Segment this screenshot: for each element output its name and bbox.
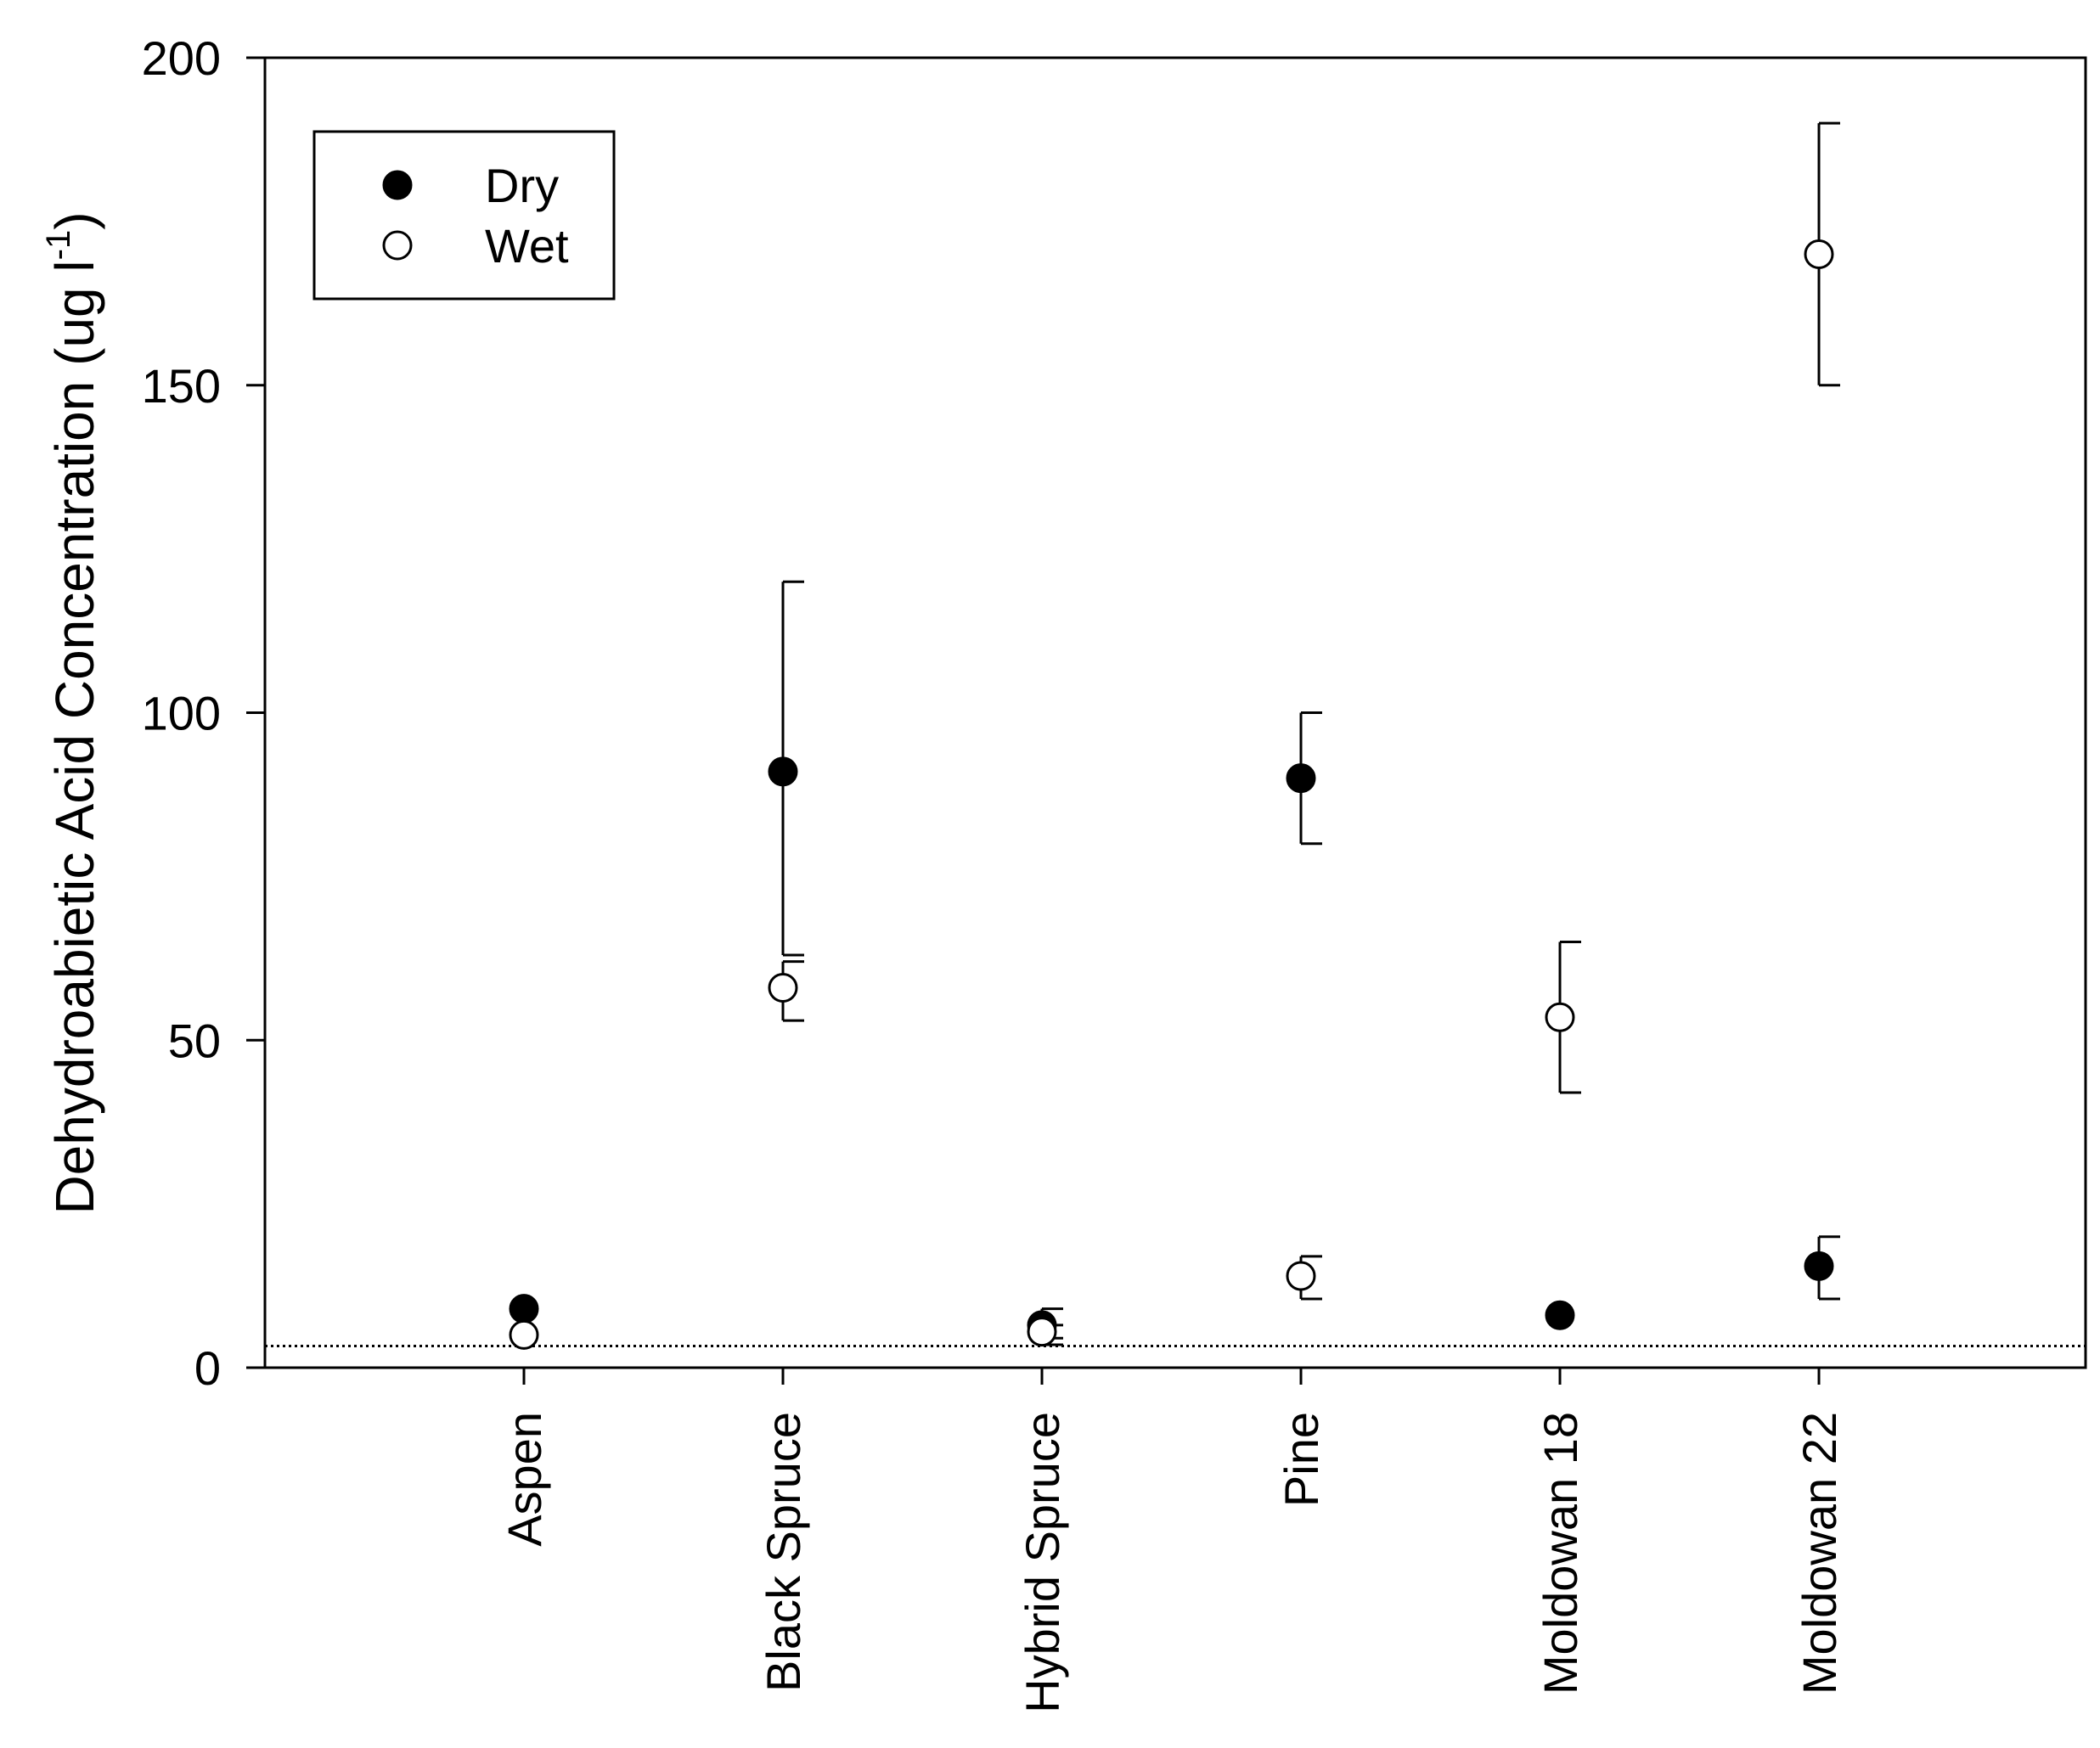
y-tick-label: 150 <box>142 359 221 413</box>
y-axis-ticks: 0 50 100 150 200 <box>142 31 265 1395</box>
wet-point <box>509 1319 539 1350</box>
y-axis-label-suffix: ) <box>44 211 105 229</box>
wet-point <box>768 973 798 1003</box>
legend-dry-label: Dry <box>485 159 559 212</box>
dry-point <box>768 756 798 787</box>
data-points <box>509 239 1834 1350</box>
wet-point <box>1545 1002 1575 1032</box>
x-axis-ticks: Aspen Black Spruce Hybrid Spruce Pine Moldow… <box>498 1368 1846 1713</box>
y-tick-label: 0 <box>194 1341 221 1395</box>
x-tick-label: Moldowan 18 <box>1534 1412 1587 1695</box>
y-axis-label: Dehydroabietic Acid Concentration (ug l-… <box>40 211 105 1214</box>
y-tick-label: 200 <box>142 31 221 85</box>
legend-box <box>312 130 616 301</box>
wet-point <box>1286 1261 1316 1291</box>
dry-point <box>1804 1251 1834 1281</box>
legend-wet-label: Wet <box>485 219 569 273</box>
wet-point <box>1804 239 1834 269</box>
legend-dry-marker <box>382 170 413 200</box>
y-tick-label: 50 <box>168 1014 221 1067</box>
error-bars <box>781 121 1840 1346</box>
x-tick-label: Hybrid Spruce <box>1016 1412 1069 1713</box>
dry-point <box>1286 763 1316 794</box>
dry-point <box>1545 1300 1575 1330</box>
y-tick-label: 100 <box>142 687 221 740</box>
y-axis-label-main: Dehydroabietic Acid Concentration (ug l <box>44 260 105 1214</box>
legend: Dry Wet <box>312 130 616 301</box>
legend-wet-marker <box>382 230 413 261</box>
x-tick-label: Pine <box>1275 1412 1328 1507</box>
x-tick-label: Aspen <box>498 1412 551 1547</box>
wet-point <box>1027 1317 1057 1347</box>
y-axis-label-superscript: -1 <box>40 230 77 261</box>
x-tick-label: Black Spruce <box>757 1412 810 1692</box>
dry-point <box>509 1294 539 1324</box>
x-tick-label: Moldowan 22 <box>1793 1412 1846 1695</box>
